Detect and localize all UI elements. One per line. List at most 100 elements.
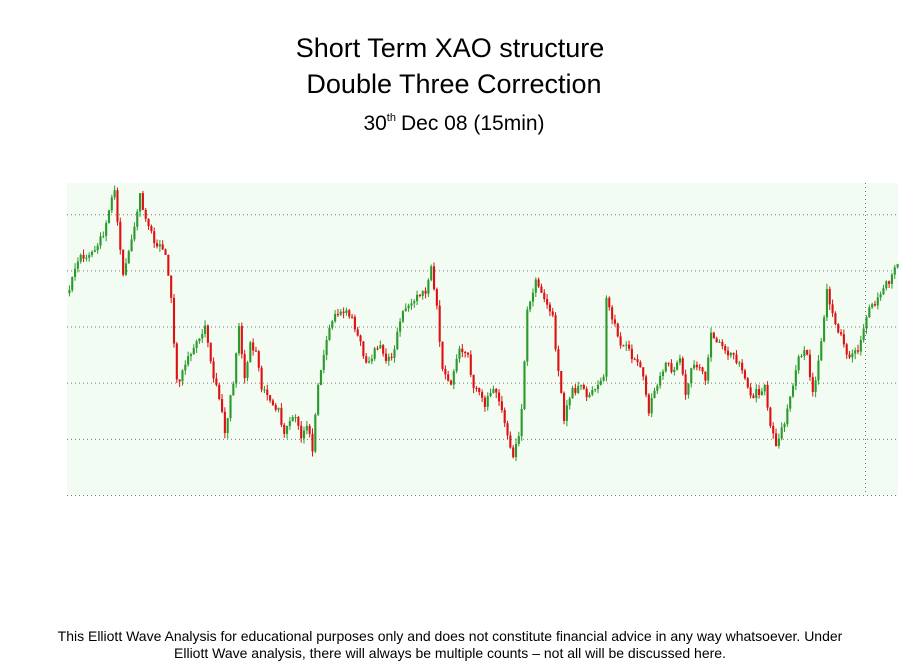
candle: [523, 360, 526, 411]
candle: [483, 395, 486, 412]
candle: [520, 403, 523, 441]
candle-body: [297, 417, 300, 426]
candle: [565, 399, 568, 427]
candle: [650, 393, 653, 418]
candle-body: [786, 408, 789, 425]
candle: [283, 422, 286, 438]
candle: [277, 407, 280, 413]
candle: [755, 384, 758, 403]
candle-body: [277, 408, 280, 410]
candle-body: [348, 310, 351, 317]
candle-body: [237, 325, 241, 354]
candle-body: [557, 349, 560, 372]
candle-body: [670, 363, 673, 372]
candle: [599, 377, 602, 386]
candle-body: [712, 332, 715, 339]
candle: [93, 245, 96, 253]
candle-body: [695, 364, 698, 368]
candle: [339, 309, 342, 317]
candle-body: [735, 354, 738, 363]
candle-body: [122, 249, 125, 275]
candle: [531, 288, 535, 307]
candle-body: [639, 362, 642, 368]
candle: [560, 370, 563, 394]
candle-body: [85, 257, 88, 259]
candle: [359, 334, 362, 346]
candle-body: [280, 408, 283, 425]
candle: [300, 421, 303, 443]
candle-body: [534, 279, 537, 293]
candle-body: [102, 235, 105, 237]
candle-body: [543, 292, 546, 300]
candle: [198, 338, 201, 344]
candle: [99, 232, 102, 249]
candle: [322, 349, 325, 374]
candle-body: [885, 281, 888, 289]
candle: [178, 379, 181, 387]
candle-body: [800, 355, 803, 357]
candle: [492, 385, 495, 394]
candle: [291, 415, 294, 422]
candle: [707, 354, 710, 384]
candle-body: [817, 360, 820, 381]
candle: [348, 308, 351, 319]
candle: [557, 345, 560, 377]
candle: [308, 423, 311, 438]
candle-body: [676, 362, 679, 370]
candle-body: [529, 301, 532, 310]
candle: [676, 360, 679, 371]
candle: [718, 339, 721, 343]
candle: [88, 252, 91, 262]
candle: [404, 303, 407, 312]
candle: [167, 254, 170, 276]
candle-body: [808, 354, 812, 378]
candle: [695, 361, 698, 371]
candle: [172, 294, 176, 348]
candle: [447, 370, 450, 382]
candle: [184, 360, 187, 375]
candle: [384, 348, 388, 364]
candle-body: [766, 384, 769, 408]
candle: [786, 404, 789, 427]
candle: [396, 327, 399, 351]
candle: [416, 290, 419, 306]
candle-body: [548, 304, 551, 312]
candle: [783, 422, 786, 433]
candle-body: [452, 371, 455, 385]
candle: [285, 425, 289, 439]
candle-body: [758, 389, 761, 395]
candle: [153, 227, 156, 248]
candle: [192, 344, 195, 355]
candle: [441, 341, 444, 372]
candle-body: [116, 190, 119, 222]
candle-body: [523, 361, 526, 409]
candle-body: [509, 435, 512, 448]
candle-body: [489, 393, 492, 397]
candle-body: [506, 423, 509, 436]
candle: [721, 339, 724, 350]
candle-body: [777, 438, 780, 446]
candle: [608, 296, 611, 311]
candle-body: [628, 344, 631, 349]
candle-body: [475, 387, 478, 389]
candle-body: [678, 358, 682, 363]
candle-body: [105, 222, 108, 236]
candle: [107, 209, 111, 224]
candle: [791, 383, 795, 399]
candle-body: [175, 343, 178, 380]
candle: [690, 367, 693, 388]
candle-body: [721, 341, 724, 347]
chart-title: Short Term XAO structure: [295, 33, 605, 63]
candle-body: [709, 332, 713, 358]
candle-body: [882, 288, 885, 295]
candle: [760, 387, 763, 396]
candle: [342, 307, 345, 319]
candle-body: [396, 331, 399, 350]
candle-body: [526, 309, 529, 362]
candle-body: [243, 354, 246, 379]
candle: [630, 344, 633, 364]
candle: [79, 253, 82, 264]
candle: [379, 340, 382, 349]
candle: [113, 185, 116, 200]
candle-body: [136, 211, 139, 227]
